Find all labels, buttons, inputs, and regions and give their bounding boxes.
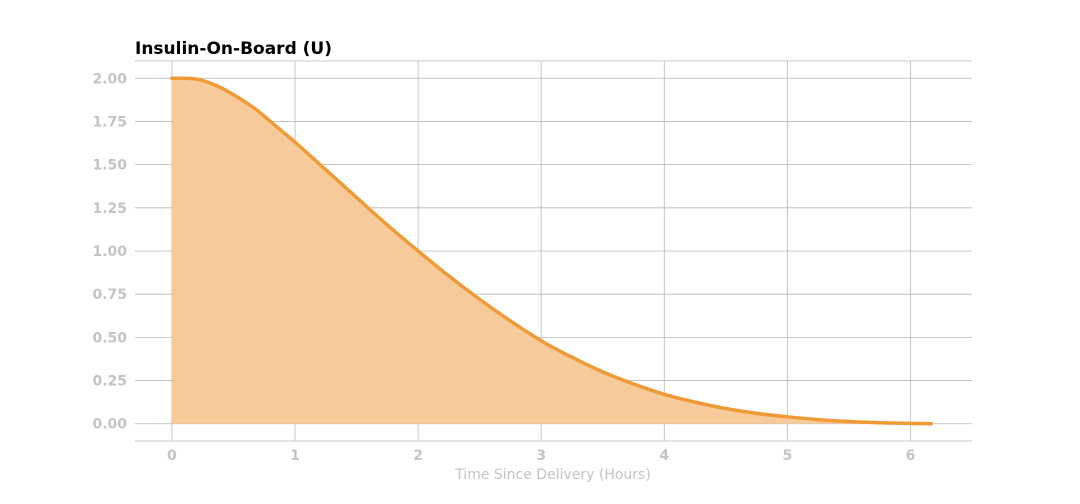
x-axis-label: Time Since Delivery (Hours) [454, 467, 651, 483]
y-tick-label: 2.00 [92, 71, 127, 87]
y-tick-label: 1.00 [92, 244, 127, 260]
x-tick-label: 4 [659, 448, 669, 464]
x-tick-label: 3 [536, 448, 546, 464]
y-tick-label: 0.75 [92, 287, 127, 303]
x-tick-label: 2 [413, 448, 423, 464]
x-tick-label: 0 [167, 448, 177, 464]
area-fill [171, 78, 932, 424]
y-tick-label: 0.50 [92, 330, 127, 346]
y-tick-label: 0.25 [92, 374, 127, 390]
x-tick-label: 5 [782, 448, 792, 464]
x-tick-labels: 0 1 2 3 4 5 6 [167, 448, 915, 464]
y-tick-label: 1.25 [92, 201, 127, 217]
y-tick-labels: 0.00 0.25 0.50 0.75 1.00 1.25 1.50 1.75 2.00 [92, 71, 127, 432]
x-tick-label: 6 [906, 448, 916, 464]
y-tick-label: 0.00 [92, 417, 127, 433]
y-tick-label: 1.75 [92, 114, 127, 130]
series-line [170, 76, 934, 426]
y-tick-label: 1.50 [92, 158, 127, 174]
chart-title: Insulin-On-Board (U) [135, 39, 332, 59]
x-tick-label: 1 [290, 448, 300, 464]
